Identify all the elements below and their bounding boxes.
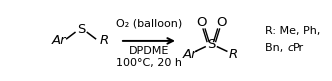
Text: DPDME: DPDME xyxy=(129,46,169,56)
Text: c: c xyxy=(287,43,293,53)
Text: R: Me, Ph,: R: Me, Ph, xyxy=(265,26,321,36)
Text: O₂ (balloon): O₂ (balloon) xyxy=(116,18,182,28)
Text: O: O xyxy=(216,16,227,29)
Text: S: S xyxy=(77,23,86,36)
Text: Pr: Pr xyxy=(293,43,304,53)
Text: Ar: Ar xyxy=(183,48,198,61)
Text: Bn,: Bn, xyxy=(265,43,287,53)
Text: R: R xyxy=(100,34,109,47)
Text: O: O xyxy=(197,16,207,29)
Text: R: R xyxy=(228,48,238,61)
Text: Ar: Ar xyxy=(52,34,66,47)
Text: S: S xyxy=(207,38,215,51)
Text: c: c xyxy=(287,43,293,53)
Text: 100°C, 20 h: 100°C, 20 h xyxy=(116,58,182,68)
